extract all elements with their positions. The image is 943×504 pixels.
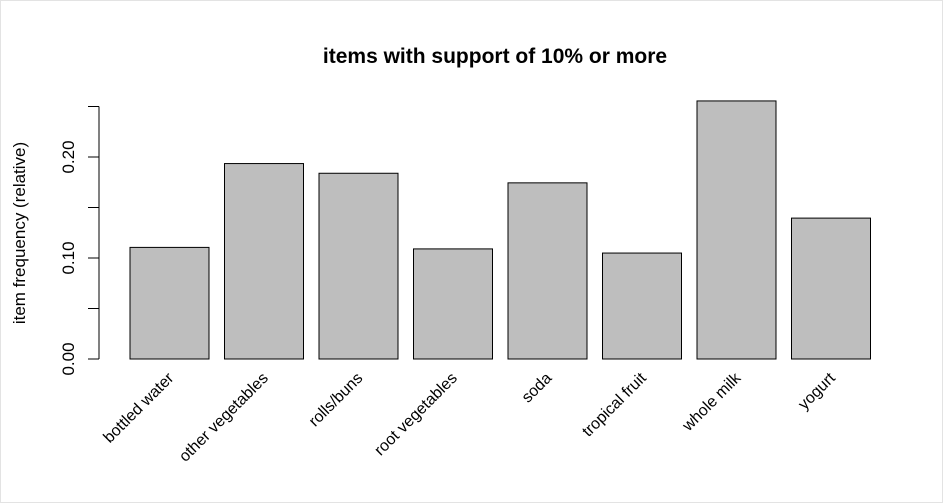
bars-group [129, 100, 871, 360]
chart-title: items with support of 10% or more [323, 45, 667, 68]
bar [791, 217, 871, 360]
bar [413, 248, 493, 360]
bar [507, 182, 588, 360]
y-tick-label: 0.00 [59, 342, 78, 375]
x-tick-label: bottled water [101, 369, 178, 446]
x-tick-label: root vegetables [371, 370, 460, 459]
bar [696, 100, 777, 360]
bar [318, 172, 399, 360]
x-tick-label: yogurt [795, 369, 839, 413]
x-tick-label: soda [519, 370, 556, 407]
y-axis: 0.00 0.10 0.20 [59, 106, 100, 376]
x-tick-label: whole milk [679, 369, 745, 435]
x-tick-label: other vegetables [176, 370, 272, 466]
bar [602, 252, 682, 360]
y-tick-label: 0.10 [59, 241, 78, 274]
y-axis-label: item frequency (relative) [10, 142, 29, 324]
bar [129, 246, 210, 360]
y-tick-label: 0.20 [59, 140, 78, 173]
bar [224, 163, 304, 360]
x-tick-label: tropical fruit [579, 369, 650, 440]
x-tick-label: rolls/buns [306, 370, 366, 430]
